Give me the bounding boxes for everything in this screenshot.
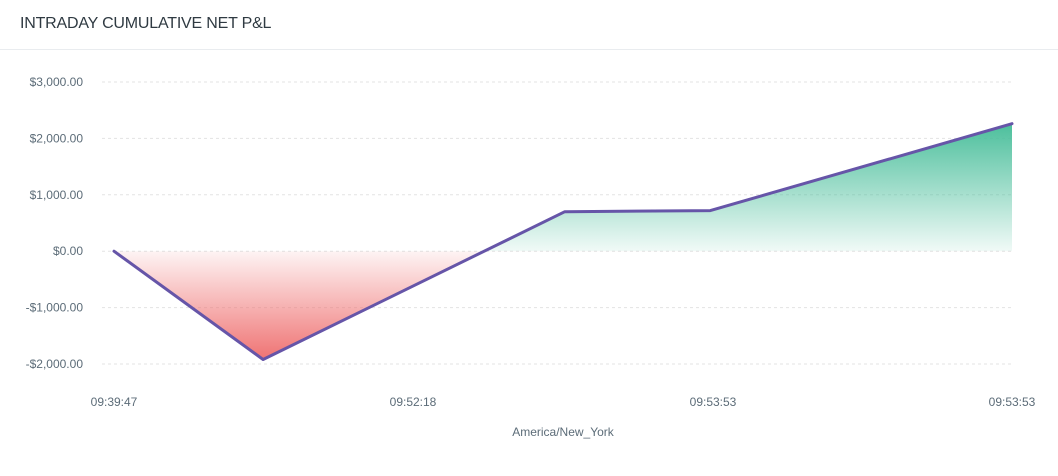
x-axis: 09:39:47 09:52:18 09:53:53 09:53:53 [91, 395, 1036, 409]
x-tick-label: 09:53:53 [989, 395, 1036, 409]
y-tick-label: -$1,000.00 [26, 301, 84, 315]
y-tick-label: -$2,000.00 [26, 357, 84, 371]
chart-title: INTRADAY CUMULATIVE NET P&L [20, 15, 272, 32]
y-tick-label: $1,000.00 [30, 188, 84, 202]
card-header: INTRADAY CUMULATIVE NET P&L [0, 0, 1058, 50]
chart-canvas: $3,000.00 $2,000.00 $1,000.00 $0.00 -$1,000.… [26, 75, 1036, 439]
y-axis: $3,000.00 $2,000.00 $1,000.00 $0.00 -$1,000.… [26, 75, 84, 371]
pnl-series-line [112, 122, 1014, 361]
negative-area [114, 251, 1012, 360]
y-tick-label: $2,000.00 [30, 131, 84, 145]
pnl-line [112, 122, 1014, 361]
x-tick-label: 09:52:18 [390, 395, 437, 409]
y-tick-label: $3,000.00 [30, 75, 84, 89]
positive-area [484, 123, 1012, 252]
x-axis-title: America/New_York [512, 425, 615, 439]
pnl-area [114, 123, 1012, 360]
pnl-chart: $3,000.00 $2,000.00 $1,000.00 $0.00 -$1,000.… [0, 50, 1058, 471]
x-tick-label: 09:53:53 [690, 395, 737, 409]
x-tick-label: 09:39:47 [91, 395, 138, 409]
y-tick-label: $0.00 [53, 244, 83, 258]
